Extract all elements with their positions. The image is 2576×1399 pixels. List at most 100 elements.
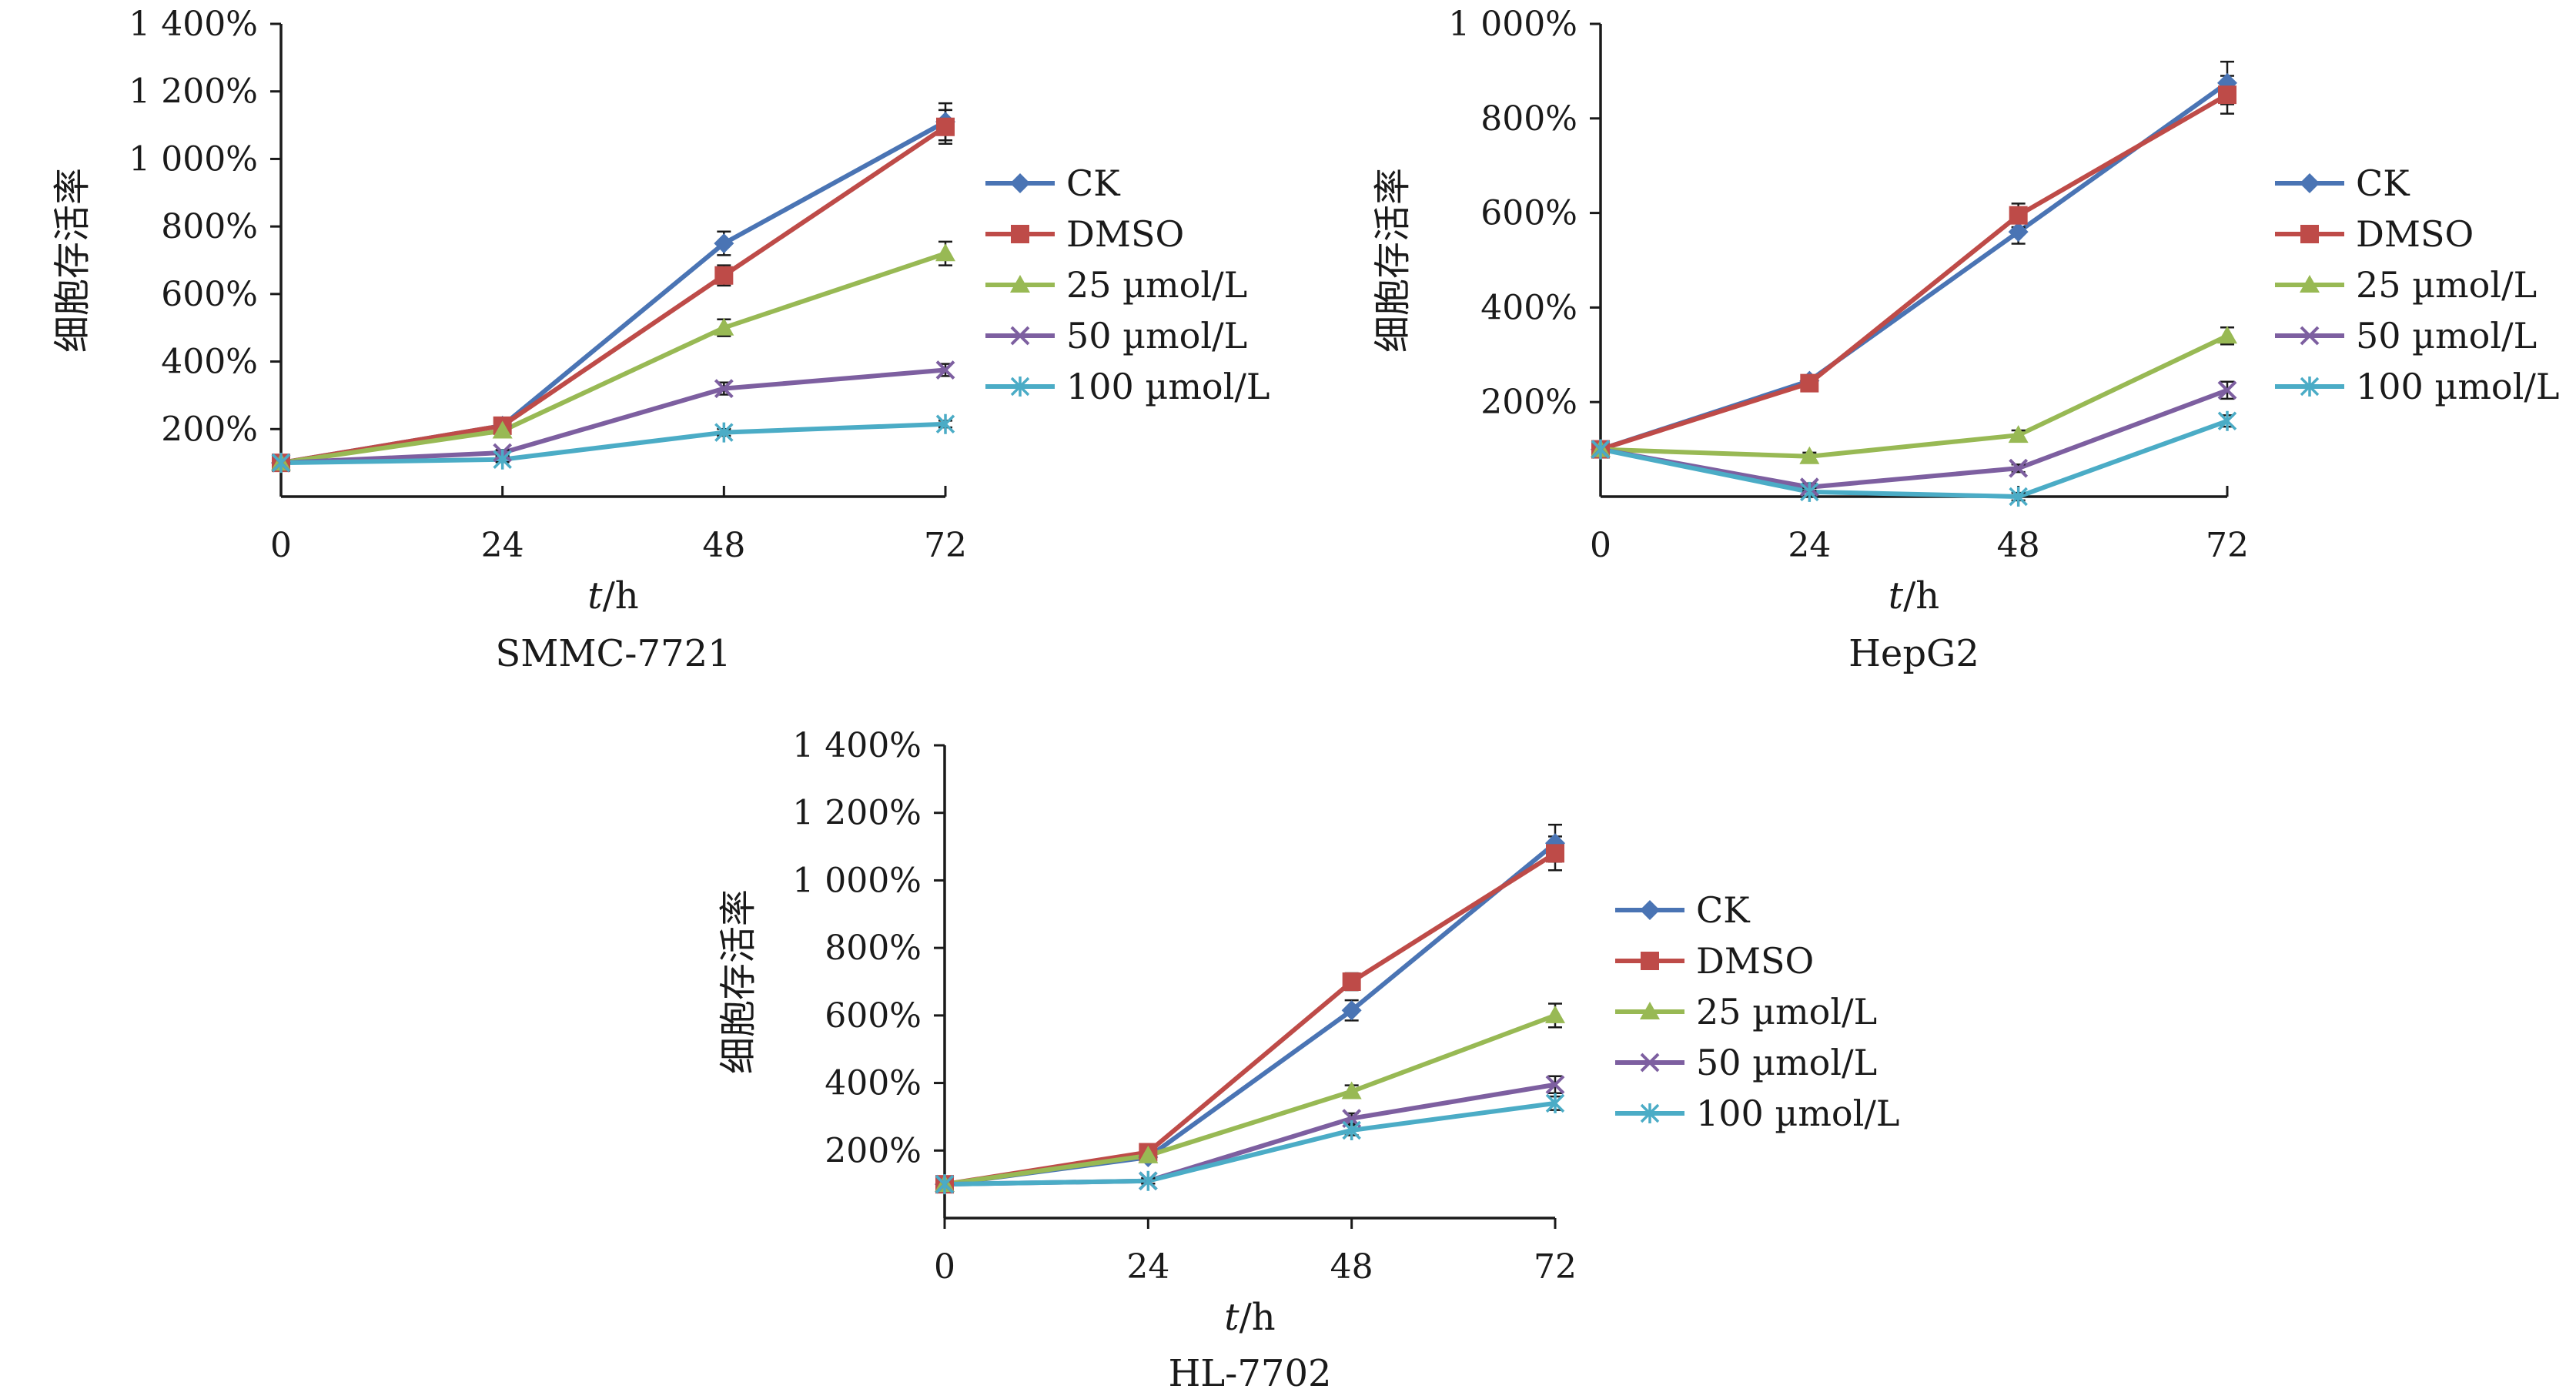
series-line-ck <box>280 119 947 466</box>
legend-marker-100-mol-l <box>1010 377 1030 397</box>
legend-marker-50-mol-l <box>2300 326 2320 346</box>
legend-marker-25-mol-l <box>2300 275 2320 293</box>
x-axis-label: t/h <box>1889 574 1939 618</box>
y-tick-label: 400% <box>161 343 258 382</box>
data-point-dmso <box>936 117 955 136</box>
data-point-dmso <box>1800 373 1819 393</box>
series-line-25-mol-l <box>1600 333 2229 459</box>
legend-label-dmso: DMSO <box>2356 213 2474 255</box>
y-tick-label: 600% <box>161 275 258 314</box>
legend-label-25-mol-l: 25 µmol/L <box>1066 264 1247 306</box>
data-point-100-mol-l <box>1800 481 1819 502</box>
data-point-100-mol-l <box>493 449 512 470</box>
data-point-50-mol-l <box>2009 458 2029 478</box>
panel-title: HL-7702 <box>1168 1352 1331 1395</box>
legend: CK DMSO 25 µmol/L 50 µmol/L 100 µmol/L <box>985 162 1270 407</box>
y-tick-label: 1 200% <box>129 72 258 112</box>
series-line-50-mol-l <box>280 367 946 466</box>
legend-marker-dmso <box>1011 225 1029 243</box>
y-tick-label: 1 200% <box>792 794 922 833</box>
data-point-ck <box>1341 1000 1362 1021</box>
legend-marker-dmso <box>2300 225 2319 243</box>
data-point-25-mol-l <box>1799 446 1820 464</box>
legend-label-100-mol-l: 100 µmol/L <box>1066 366 1270 407</box>
series-line-ck <box>1600 81 2229 452</box>
x-tick-label: 0 <box>270 526 292 565</box>
y-tick-label: 1 000% <box>129 139 258 179</box>
legend-marker-100-mol-l <box>1640 1103 1660 1123</box>
legend-label-ck: CK <box>1066 162 1121 204</box>
series-line-25-mol-l <box>944 1013 1557 1187</box>
data-point-25-mol-l <box>1341 1081 1362 1099</box>
series-line-dmso <box>280 125 947 466</box>
chart-panel-hepg2: 200% 400% 600% 800% 1 000% 0 24 48 72 t/h 细胞存活率 Hep… <box>1371 5 2559 675</box>
data-point-25-mol-l <box>714 317 734 336</box>
x-tick-label: 0 <box>1590 526 1611 565</box>
y-tick-label: 600% <box>825 996 922 1036</box>
x-tick-label: 24 <box>1126 1247 1169 1287</box>
legend-label-50-mol-l: 50 µmol/L <box>1066 315 1247 356</box>
legend-label-50-mol-l: 50 µmol/L <box>1696 1042 1877 1083</box>
data-point-25-mol-l <box>1545 1005 1565 1023</box>
data-point-100-mol-l <box>714 422 734 443</box>
y-tick-label: 1 400% <box>792 726 922 765</box>
x-tick-label: 24 <box>1788 526 1831 565</box>
y-tick-label: 400% <box>825 1064 922 1103</box>
y-tick-label: 400% <box>1480 288 1577 327</box>
x-tick-label: 48 <box>1330 1247 1373 1287</box>
x-tick-label: 72 <box>2206 526 2249 565</box>
data-point-50-mol-l <box>935 360 955 380</box>
legend: CK DMSO 25 µmol/L 50 µmol/L 100 µmol/L <box>2275 162 2559 407</box>
legend-label-25-mol-l: 25 µmol/L <box>1696 991 1877 1033</box>
legend-label-dmso: DMSO <box>1696 940 1814 982</box>
legend: CK DMSO 25 µmol/L 50 µmol/L 100 µmol/L <box>1615 889 1899 1134</box>
x-tick-label: 0 <box>934 1247 955 1287</box>
data-point-25-mol-l <box>2008 425 2029 443</box>
data-point-dmso <box>1342 972 1361 991</box>
legend-marker-ck <box>1640 900 1660 920</box>
chart-panel-hl-7702: 200% 400% 600% 800% 1 000% 1 200% 1 400% 0 24 48 7… <box>717 726 1899 1395</box>
data-point-25-mol-l <box>2217 326 2237 344</box>
legend-label-ck: CK <box>1696 889 1751 931</box>
data-point-dmso <box>2009 206 2028 225</box>
data-point-dmso <box>714 266 734 285</box>
legend-label-25-mol-l: 25 µmol/L <box>2356 264 2537 306</box>
legend-label-ck: CK <box>2356 162 2410 204</box>
data-point-ck <box>714 233 734 254</box>
legend-marker-50-mol-l <box>1010 326 1030 346</box>
data-point-100-mol-l <box>2009 487 2028 507</box>
legend-marker-ck <box>2300 173 2320 193</box>
series-line-50-mol-l <box>1600 388 2229 490</box>
y-tick-label: 800% <box>825 929 922 968</box>
data-point-25-mol-l <box>1138 1145 1159 1163</box>
data-point-50-mol-l <box>714 379 734 399</box>
x-axis-label: t/h <box>1224 1296 1275 1339</box>
data-point-100-mol-l <box>1342 1120 1361 1140</box>
y-axis-label: 细胞存活率 <box>51 168 94 353</box>
legend-label-100-mol-l: 100 µmol/L <box>2356 366 2559 407</box>
legend-label-50-mol-l: 50 µmol/L <box>2356 315 2537 356</box>
data-point-100-mol-l <box>935 413 955 434</box>
legend-marker-100-mol-l <box>2300 377 2320 397</box>
y-axis-label: 细胞存活率 <box>717 889 760 1074</box>
legend-label-100-mol-l: 100 µmol/L <box>1696 1093 1899 1134</box>
data-point-100-mol-l <box>1139 1170 1158 1191</box>
data-point-25-mol-l <box>492 420 513 439</box>
data-point-100-mol-l <box>1591 439 1611 460</box>
series-line-100-mol-l <box>944 1100 1556 1187</box>
data-point-dmso <box>1546 844 1564 863</box>
x-tick-label: 48 <box>702 526 745 565</box>
data-point-100-mol-l <box>935 1174 955 1195</box>
y-tick-label: 800% <box>161 207 258 246</box>
data-point-50-mol-l <box>2217 380 2237 400</box>
series-line-dmso <box>1600 92 2229 452</box>
data-point-100-mol-l <box>2217 410 2237 431</box>
series-line-100-mol-l <box>280 421 946 466</box>
chart-panel-smmc-7721: 200% 400% 600% 800% 1 000% 1 200% 1 400% 0 24 48 7… <box>51 5 1270 675</box>
y-axis-label: 细胞存活率 <box>1371 168 1414 353</box>
y-tick-label: 200% <box>825 1131 922 1170</box>
x-axis-label: t/h <box>587 574 638 618</box>
legend-marker-dmso <box>1641 952 1659 970</box>
series-line-100-mol-l <box>1600 418 2229 499</box>
